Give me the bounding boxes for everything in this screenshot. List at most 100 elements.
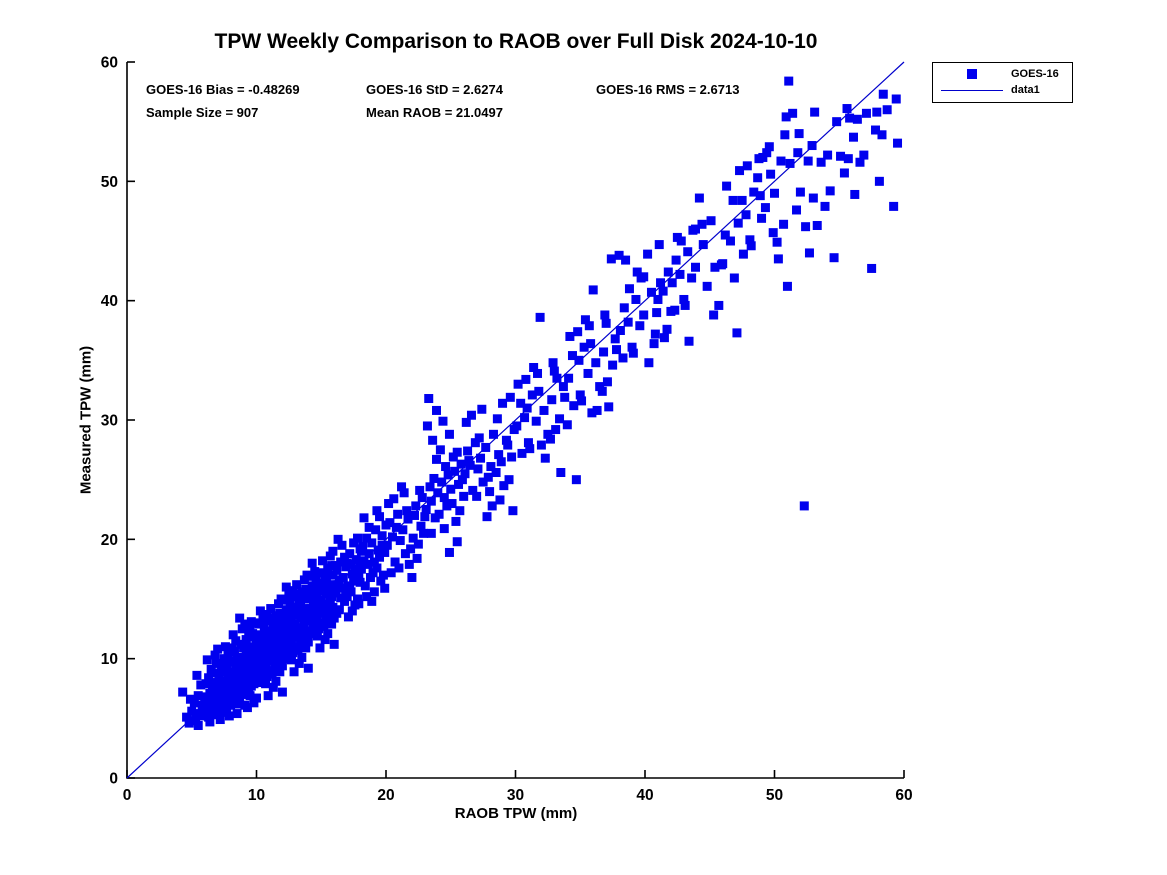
scatter-point (296, 613, 306, 623)
scatter-point (263, 691, 273, 701)
scatter-point (222, 666, 232, 676)
scatter-point (193, 691, 203, 701)
stat-sample-size: Sample Size = 907 (146, 105, 259, 120)
scatter-point (804, 248, 814, 258)
scatter-point (377, 531, 387, 541)
scatter-point (306, 571, 316, 581)
scatter-point (556, 468, 566, 478)
scatter-point (417, 493, 427, 503)
scatter-point (575, 390, 585, 400)
scatter-point (829, 253, 839, 263)
scatter-point (398, 525, 408, 535)
scatter-point (263, 632, 273, 642)
x-axis-label: RAOB TPW (mm) (454, 805, 578, 822)
scatter-point (351, 574, 361, 584)
scatter-point (268, 682, 278, 692)
scatter-point (722, 181, 732, 191)
scatter-point (428, 435, 438, 445)
scatter-point (807, 141, 817, 151)
scatter-point (303, 663, 313, 673)
scatter-point (614, 250, 624, 260)
scatter-point (325, 551, 335, 561)
scatter-point (823, 150, 833, 160)
legend-sample-area (939, 89, 1005, 91)
scatter-point (455, 506, 465, 516)
scatter-point (753, 173, 763, 183)
scatter-point (773, 254, 783, 264)
scatter-point (658, 286, 668, 296)
scatter-point (227, 643, 237, 653)
scatter-point (285, 629, 295, 639)
scatter-point (443, 470, 453, 480)
scatter-point (239, 643, 249, 653)
scatter-point (492, 414, 502, 424)
scatter-point (312, 611, 322, 621)
x-tick-label: 40 (636, 787, 653, 804)
x-tick-label: 50 (766, 787, 783, 804)
scatter-point (380, 547, 390, 557)
scatter-point (369, 557, 379, 567)
scatter-point (316, 568, 326, 578)
scatter-point (223, 674, 233, 684)
scatter-point (233, 661, 243, 671)
scatter-point (299, 604, 309, 614)
scatter-point (290, 605, 300, 615)
scatter-point (477, 404, 487, 414)
scatter-point (624, 284, 634, 294)
scatter-point (517, 448, 527, 458)
scatter-point (432, 405, 442, 415)
scatter-point (210, 650, 220, 660)
scatter-point (220, 642, 230, 652)
scatter-point (842, 104, 852, 114)
y-tick-label: 40 (101, 293, 118, 310)
scatter-point (760, 203, 770, 213)
scatter-point (347, 569, 357, 579)
scatter-point (646, 287, 656, 297)
scatter-point (745, 235, 755, 245)
scatter-point (201, 695, 211, 705)
scatter-point (327, 619, 337, 629)
scatter-point (363, 559, 373, 569)
scatter-point (246, 681, 256, 691)
scatter-point (262, 610, 272, 620)
scatter-point (375, 512, 385, 522)
scatter-point (889, 201, 899, 211)
scatter-point (688, 225, 698, 235)
scatter-point (893, 138, 903, 148)
scatter-point (328, 570, 338, 580)
scatter-point (235, 613, 245, 623)
scatter-point (362, 592, 372, 602)
scatter-point (487, 501, 497, 511)
scatter-point (233, 697, 243, 707)
scatter-point (373, 545, 383, 555)
scatter-point (237, 624, 247, 634)
scatter-point (567, 351, 577, 361)
scatter-point (450, 466, 460, 476)
scatter-point (240, 619, 250, 629)
scatter-point (275, 644, 285, 654)
scatter-point (253, 660, 263, 670)
scatter-point (229, 686, 239, 696)
scatter-point (364, 549, 374, 559)
scatter-point (482, 512, 492, 522)
scatter-point (372, 506, 382, 516)
scatter-point (534, 386, 544, 396)
scatter-point (233, 680, 243, 690)
scatter-point (555, 414, 565, 424)
scatter-point (267, 613, 277, 623)
scatter-point (305, 612, 315, 622)
scatter-point (552, 373, 562, 383)
scatter-point (325, 580, 335, 590)
scatter-point (277, 620, 287, 630)
scatter-point (262, 672, 272, 682)
scatter-point (604, 402, 614, 412)
scatter-point (296, 638, 306, 648)
scatter-point (764, 142, 774, 152)
scatter-point (470, 438, 480, 448)
scatter-point (279, 654, 289, 664)
scatter-point (204, 673, 214, 683)
scatter-point (242, 657, 252, 667)
scatter-point (656, 278, 666, 288)
scatter-point (465, 460, 475, 470)
